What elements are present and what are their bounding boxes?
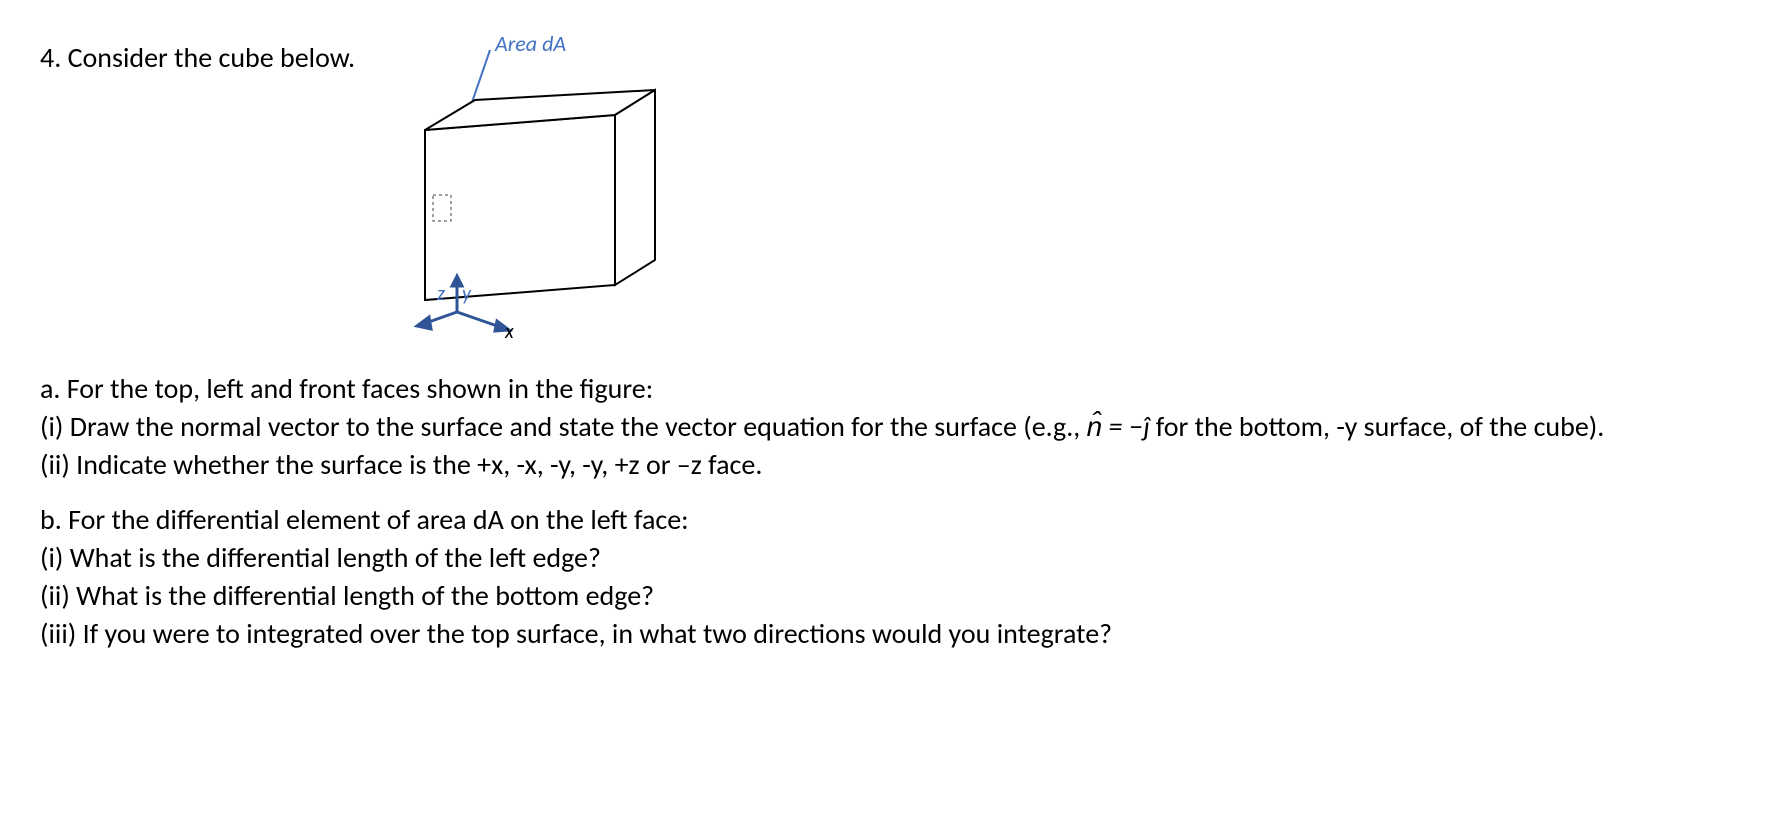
z-axis-label: z	[437, 282, 445, 306]
x-axis-label: x	[505, 320, 514, 344]
part-a-ii: (ii) Indicate whether the surface is the…	[40, 446, 1732, 484]
part-a-i-pre: (i) Draw the normal vector to the surfac…	[40, 409, 1087, 444]
question-number: 4.	[40, 40, 61, 75]
part-b-lead: b. For the differential element of area …	[40, 501, 1732, 539]
z-arrowhead	[417, 317, 431, 329]
y-axis-label: y	[462, 282, 471, 306]
question-title: 4. Consider the cube below.	[40, 30, 355, 75]
cube-front-face	[425, 115, 615, 300]
part-b-block: b. For the differential element of area …	[40, 501, 1732, 652]
cube-right-face	[615, 90, 655, 285]
cube-diagram: Area dA	[395, 30, 715, 340]
header-row: 4. Consider the cube below. Area dA	[40, 30, 1732, 340]
question-text: Consider the cube below.	[68, 40, 355, 75]
part-a-i-eq: n̂ = −ĵ	[1087, 409, 1150, 444]
part-a-lead: a. For the top, left and front faces sho…	[40, 370, 1732, 408]
part-a-block: a. For the top, left and front faces sho…	[40, 370, 1732, 483]
part-b-ii: (ii) What is the differential length of …	[40, 577, 1732, 615]
part-b-i: (i) What is the differential length of t…	[40, 539, 1732, 577]
part-a-i: (i) Draw the normal vector to the surfac…	[40, 408, 1732, 446]
part-b-iii: (iii) If you were to integrated over the…	[40, 615, 1732, 653]
part-a-i-post: for the bottom, -y surface, of the cube)…	[1149, 409, 1604, 444]
cube-edges	[425, 90, 655, 300]
